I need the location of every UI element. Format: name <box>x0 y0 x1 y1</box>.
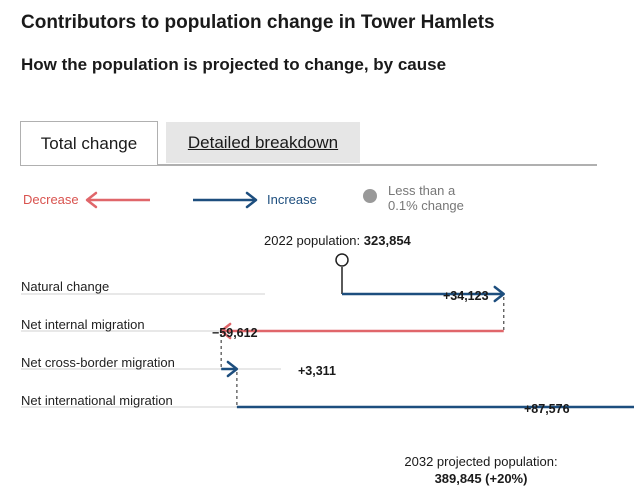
tab-detailed-breakdown[interactable]: Detailed breakdown <box>166 122 360 163</box>
legend-increase-label: Increase <box>267 192 317 207</box>
row-label-net-internal-migration: Net internal migration <box>21 317 145 332</box>
value-label-net-internal-migration: −59,612 <box>212 326 258 340</box>
legend-increase-arrow-head <box>245 191 258 209</box>
chart-title: Contributors to population change in Tow… <box>21 12 495 33</box>
tab-total-change[interactable]: Total change <box>20 121 158 165</box>
legend-small-change-label: Less than a 0.1% change <box>388 183 464 213</box>
legend-small-line2: 0.1% change <box>388 198 464 213</box>
row-label-net-international-migration: Net international migration <box>21 393 173 408</box>
waterfall-arrow-head <box>493 285 505 303</box>
end-value: 389,845 (+20%) <box>434 471 528 486</box>
legend-decrease-arrow-head <box>85 191 98 209</box>
value-label-net-cross-border-migration: +3,311 <box>298 364 336 378</box>
start-label-text: 2022 population: <box>264 233 361 248</box>
end-population-label: 2032 projected population: 389,845 (+20%… <box>381 453 581 487</box>
chart-subtitle: How the population is projected to chang… <box>21 55 447 74</box>
row-label-natural-change: Natural change <box>21 279 110 294</box>
tab-bar: Total change Detailed breakdown <box>20 121 597 166</box>
start-population-label: 2022 population: 323,854 <box>264 233 411 248</box>
start-marker <box>335 253 349 267</box>
value-label-net-international-migration: +87,576 <box>524 402 570 416</box>
value-label-natural-change: +34,123 <box>443 289 489 303</box>
waterfall-arrow-head <box>219 322 232 340</box>
legend-small-change-dot <box>363 189 377 203</box>
row-label-net-cross-border-migration: Net cross-border migration <box>21 355 175 370</box>
waterfall-arrow-head <box>226 360 239 378</box>
legend-decrease-label: Decrease <box>23 192 79 207</box>
start-value: 323,854 <box>363 233 411 248</box>
end-label-text: 2032 projected population: <box>404 454 558 469</box>
tab-detailed-breakdown-label: Detailed breakdown <box>187 132 339 152</box>
legend-small-line1: Less than a <box>388 183 456 198</box>
